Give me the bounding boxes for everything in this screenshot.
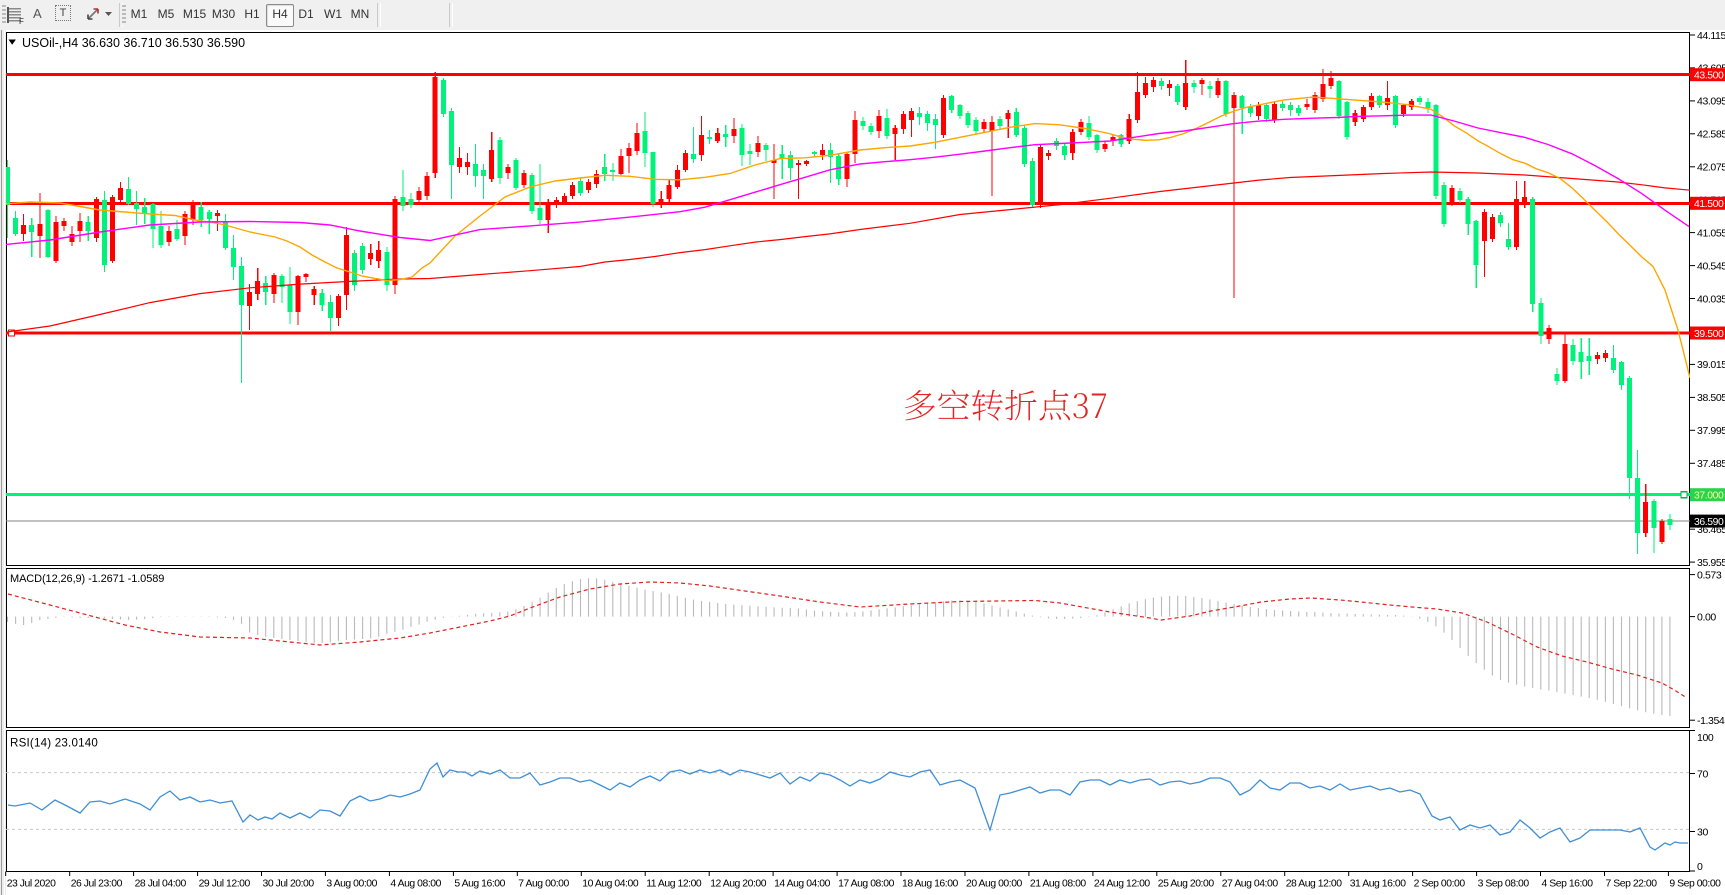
svg-text:37.485: 37.485 [1697, 458, 1725, 470]
svg-text:35.955: 35.955 [1697, 557, 1725, 569]
svg-text:7 Sep 22:00: 7 Sep 22:00 [1606, 879, 1658, 890]
svg-text:0: 0 [1697, 861, 1703, 873]
svg-text:30 Jul 20:00: 30 Jul 20:00 [263, 879, 315, 890]
svg-text:3 Sep 08:00: 3 Sep 08:00 [1478, 879, 1530, 890]
svg-text:30: 30 [1697, 826, 1708, 838]
svg-text:26 Jul 23:00: 26 Jul 23:00 [71, 879, 123, 890]
svg-text:25 Aug 20:00: 25 Aug 20:00 [1158, 879, 1215, 890]
svg-text:10 Aug 04:00: 10 Aug 04:00 [582, 879, 639, 890]
svg-text:39.500: 39.500 [1694, 329, 1724, 340]
svg-text:0.573: 0.573 [1697, 569, 1722, 581]
svg-text:F: F [19, 17, 24, 25]
svg-text:41.055: 41.055 [1697, 227, 1725, 239]
svg-text:37.995: 37.995 [1697, 425, 1725, 437]
svg-text:43.500: 43.500 [1694, 71, 1724, 82]
svg-text:4 Aug 08:00: 4 Aug 08:00 [390, 879, 441, 890]
svg-text:20 Aug 00:00: 20 Aug 00:00 [966, 879, 1023, 890]
svg-text:100: 100 [1697, 732, 1714, 744]
svg-text:-1.3548X: -1.3548X [1697, 715, 1725, 727]
svg-text:7 Aug 00:00: 7 Aug 00:00 [518, 879, 569, 890]
svg-text:70: 70 [1697, 768, 1708, 780]
svg-text:40.545: 40.545 [1697, 260, 1725, 272]
svg-text:21 Aug 08:00: 21 Aug 08:00 [1030, 879, 1087, 890]
svg-text:44.115: 44.115 [1697, 30, 1725, 42]
svg-text:RSI(14) 23.0140: RSI(14) 23.0140 [10, 737, 98, 750]
svg-text:40.035: 40.035 [1697, 293, 1725, 305]
svg-text:MACD(12,26,9) -1.2671 -1.0589: MACD(12,26,9) -1.2671 -1.0589 [10, 573, 164, 585]
svg-text:2 Sep 00:00: 2 Sep 00:00 [1414, 879, 1466, 890]
svg-text:14 Aug 04:00: 14 Aug 04:00 [774, 879, 831, 890]
svg-text:18 Aug 16:00: 18 Aug 16:00 [902, 879, 959, 890]
svg-text:37.000: 37.000 [1694, 491, 1724, 502]
svg-text:38.505: 38.505 [1697, 392, 1725, 404]
svg-text:9 Sep 00:00: 9 Sep 00:00 [1669, 879, 1721, 890]
svg-text:0.00: 0.00 [1697, 611, 1716, 623]
svg-text:12 Aug 20:00: 12 Aug 20:00 [710, 879, 767, 890]
svg-text:3 Aug 00:00: 3 Aug 00:00 [326, 879, 377, 890]
svg-text:31 Aug 16:00: 31 Aug 16:00 [1350, 879, 1407, 890]
svg-text:28 Jul 04:00: 28 Jul 04:00 [135, 879, 187, 890]
svg-text:11 Aug 12:00: 11 Aug 12:00 [646, 879, 702, 890]
svg-text:36.590: 36.590 [1694, 517, 1724, 528]
svg-text:23 Jul 2020: 23 Jul 2020 [7, 879, 56, 890]
svg-text:4 Sep 16:00: 4 Sep 16:00 [1542, 879, 1594, 890]
svg-text:41.500: 41.500 [1694, 199, 1724, 210]
svg-text:29 Jul 12:00: 29 Jul 12:00 [199, 879, 251, 890]
svg-text:27 Aug 04:00: 27 Aug 04:00 [1222, 879, 1279, 890]
svg-text:42.075: 42.075 [1697, 162, 1725, 174]
svg-text:5 Aug 16:00: 5 Aug 16:00 [454, 879, 505, 890]
svg-text:39.015: 39.015 [1697, 359, 1725, 371]
svg-text:42.585: 42.585 [1697, 129, 1725, 141]
svg-text:43.095: 43.095 [1697, 96, 1725, 108]
svg-text:24 Aug 12:00: 24 Aug 12:00 [1094, 879, 1151, 890]
svg-text:28 Aug 12:00: 28 Aug 12:00 [1286, 879, 1343, 890]
svg-text:USOil-,H4 36.630 36.710 36.53: USOil-,H4 36.630 36.710 36.530 36.590 [22, 36, 245, 50]
svg-text:17 Aug 08:00: 17 Aug 08:00 [838, 879, 895, 890]
